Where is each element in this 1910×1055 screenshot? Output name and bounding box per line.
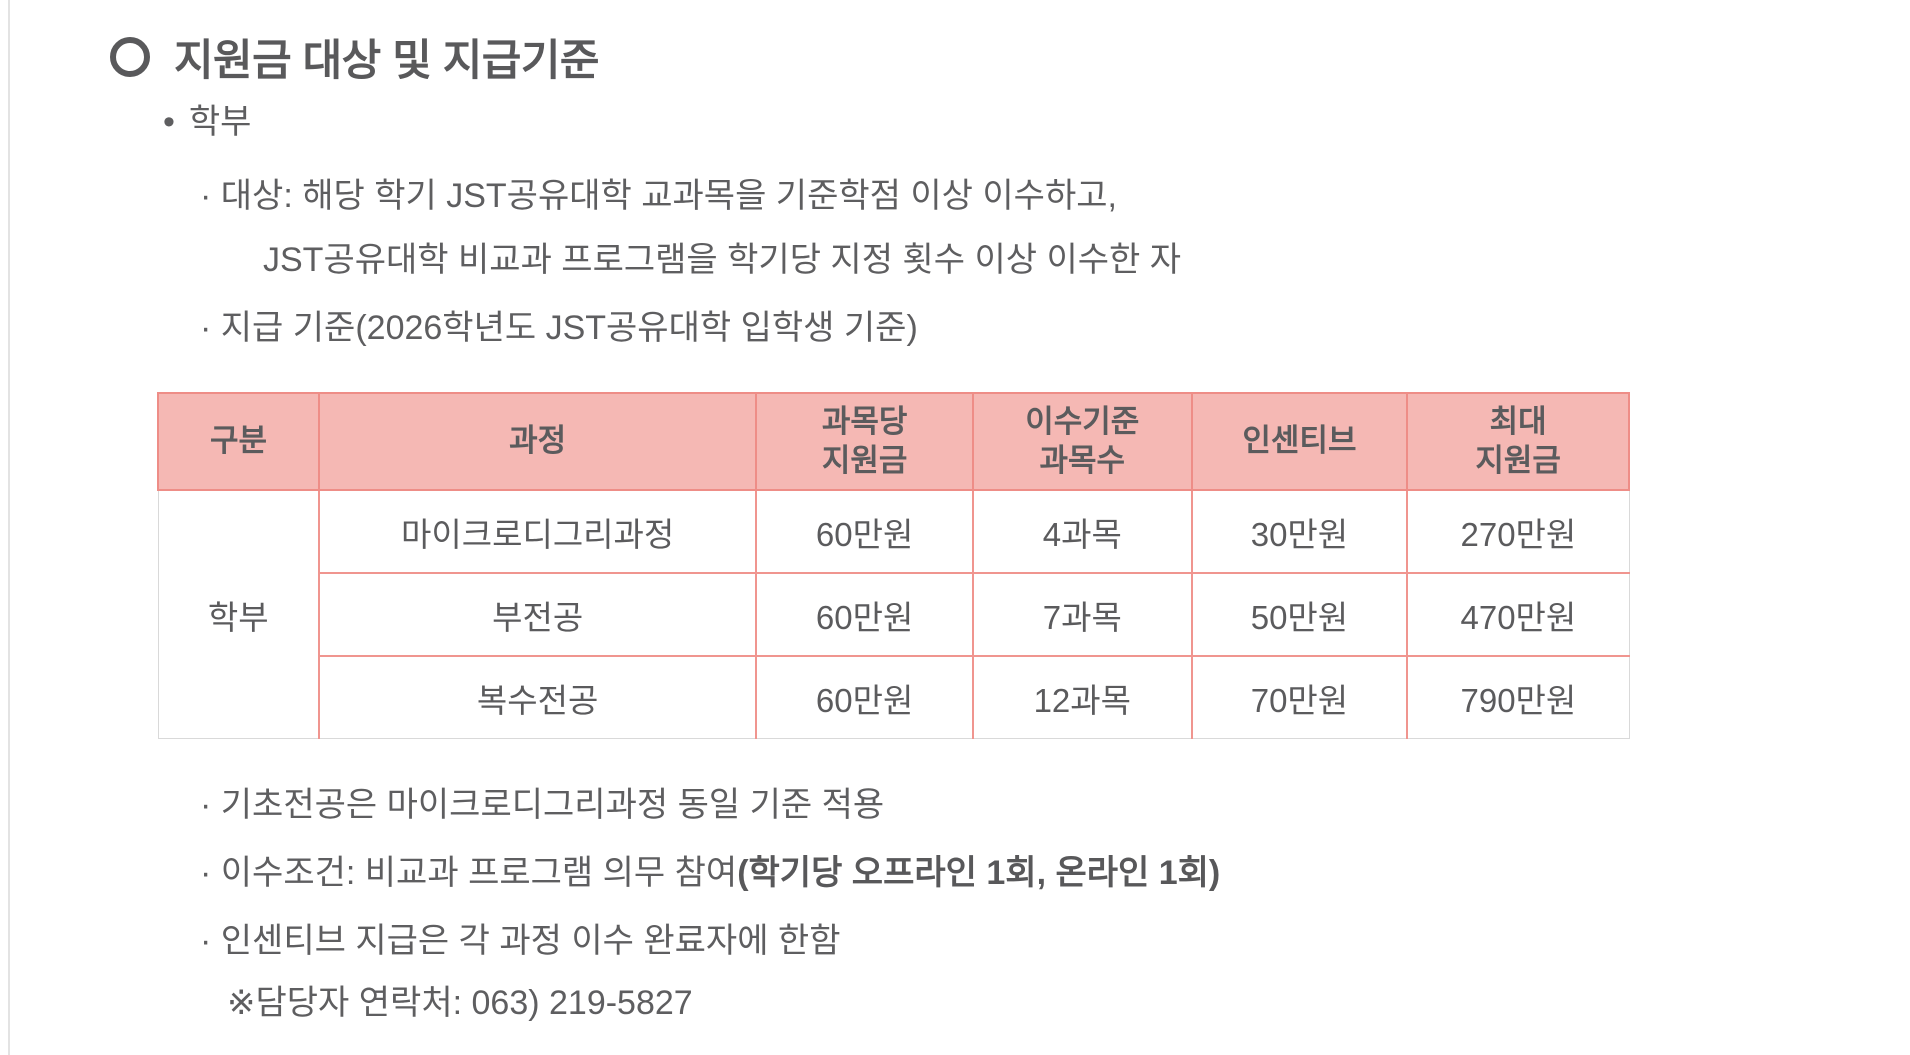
- col-header-course: 과정: [317, 392, 758, 491]
- col-header-required-subjects: 이수기준 과목수: [971, 392, 1193, 491]
- cell-per-subject: 60만원: [755, 489, 974, 574]
- cell-incentive: 30만원: [1190, 489, 1409, 574]
- note-completion-condition-bold: (학기당 오프라인 1회, 온라인 1회): [737, 854, 1221, 892]
- table-header-row: 구분 과정 과목당 지원금 이수기준 과목수 인센티브 최대 지원금: [157, 392, 1630, 491]
- target-line-1: · 대상: 해당 학기 JST공유대학 교과목을 기준학점 이상 이수하고,: [200, 177, 1117, 215]
- cell-course: 부전공: [317, 572, 758, 657]
- note-completion-condition-text: · 이수조건: 비교과 프로그램 의무 참여: [200, 854, 738, 892]
- cell-course: 복수전공: [317, 655, 758, 739]
- col-header-category: 구분: [157, 392, 320, 491]
- col-header-incentive: 인센티브: [1190, 392, 1409, 491]
- section-heading: • 학부: [163, 100, 251, 144]
- table-row: 복수전공 60만원 12과목 70만원 790만원: [158, 655, 1630, 739]
- page-edge-line: [8, 0, 10, 1055]
- table-row: 학부 마이크로디그리과정 60만원 4과목 30만원 270만원: [157, 489, 1630, 739]
- page-title-text: 지원금 대상 및 지급기준: [174, 37, 599, 85]
- target-line-2: JST공유대학 비교과 프로그램을 학기당 지정 횟수 이상 이수한 자: [263, 241, 1182, 279]
- note-incentive-payment: · 인센티브 지급은 각 과정 이수 완료자에 한함: [200, 922, 841, 960]
- page-title: 지원금 대상 및 지급기준: [110, 26, 599, 88]
- cell-per-subject: 60만원: [755, 572, 974, 657]
- col-header-max-support: 최대 지원금: [1406, 392, 1630, 491]
- circle-bullet-icon: [110, 37, 150, 77]
- group-cell-undergrad: 학부: [157, 489, 320, 739]
- col-header-per-subject: 과목당 지원금: [755, 392, 974, 491]
- cell-required-subjects: 12과목: [971, 655, 1193, 739]
- cell-max-support: 470만원: [1406, 572, 1630, 657]
- table-row: 부전공 60만원 7과목 50만원 470만원: [158, 572, 1630, 657]
- cell-per-subject: 60만원: [755, 655, 974, 739]
- cell-required-subjects: 7과목: [971, 572, 1193, 657]
- cell-required-subjects: 4과목: [971, 489, 1193, 574]
- cell-course: 마이크로디그리과정: [317, 489, 758, 574]
- contact-info: ※담당자 연락처: 063) 219-5827: [227, 984, 693, 1022]
- cell-incentive: 70만원: [1190, 655, 1409, 739]
- support-criteria-table: 구분 과정 과목당 지원금 이수기준 과목수 인센티브 최대 지원금 학부 마이…: [157, 392, 1630, 739]
- section-label: 학부: [188, 103, 252, 141]
- note-completion-condition: · 이수조건: 비교과 프로그램 의무 참여(학기당 오프라인 1회, 온라인 …: [200, 851, 1220, 895]
- dot-bullet-icon: •: [163, 103, 175, 141]
- cell-incentive: 50만원: [1190, 572, 1409, 657]
- cell-max-support: 270만원: [1406, 489, 1630, 574]
- note-basic-major: · 기초전공은 마이크로디그리과정 동일 기준 적용: [200, 786, 885, 824]
- cell-max-support: 790만원: [1406, 655, 1630, 739]
- payment-standard-line: · 지급 기준(2026학년도 JST공유대학 입학생 기준): [200, 309, 918, 347]
